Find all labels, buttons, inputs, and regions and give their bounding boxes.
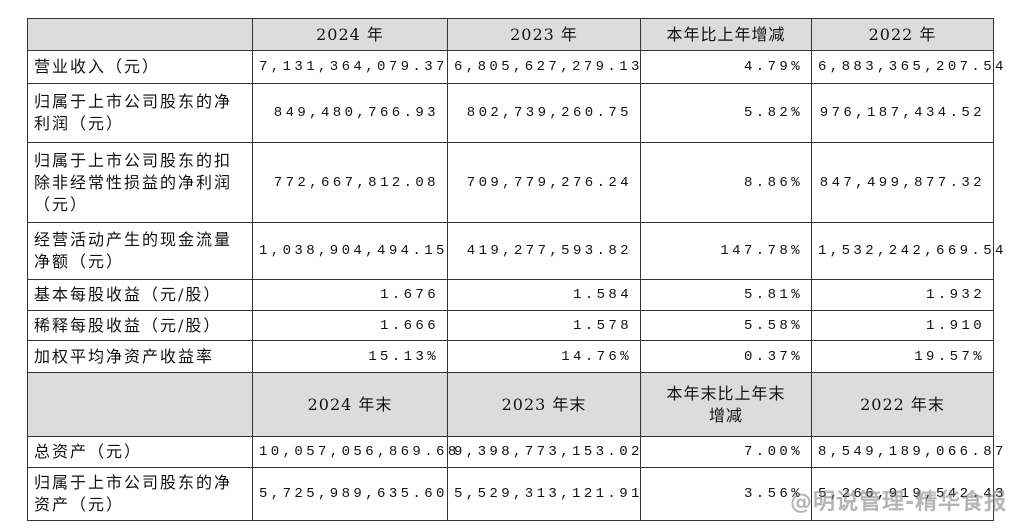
value-cell: 9,398,773,153.02 — [447, 436, 641, 468]
data-row: 归属于上市公司股东的扣除非经常性损益的净利润（元） 772,667,812.08 7… — [27, 142, 994, 223]
value-cell: 5.58% — [640, 310, 812, 341]
header-row: 2024 年末 2023 年末 本年末比上年末增减 2022 年末 — [27, 372, 994, 437]
data-row: 总资产（元） 10,057,056,869.68 9,398,773,153.02 7… — [27, 436, 1003, 468]
header-cell: 2023 年末 — [447, 372, 641, 437]
data-row: 归属于上市公司股东的净资产（元） 5,725,989,635.60 5,529,31… — [27, 467, 1003, 521]
value-cell: 6,805,627,279.13 — [447, 50, 641, 84]
value-cell: 8,549,189,066.87 — [811, 436, 1003, 468]
value-cell: 5,529,313,121.91 — [447, 467, 641, 521]
row-label: 归属于上市公司股东的扣除非经常性损益的净利润（元） — [27, 142, 253, 223]
header-cell: 2023 年 — [447, 18, 641, 51]
value-cell: 976,187,434.52 — [811, 83, 994, 143]
data-row: 稀释每股收益（元/股） 1.666 1.578 5.58% 1.910 — [27, 310, 994, 341]
row-label: 归属于上市公司股东的净资产（元） — [27, 467, 253, 521]
value-cell: 1.584 — [447, 279, 641, 311]
value-cell: 847,499,877.32 — [811, 142, 994, 223]
value-cell: 5.82% — [640, 83, 812, 143]
header-cell: 2022 年末 — [811, 372, 994, 437]
value-cell: 8.86% — [640, 142, 812, 223]
value-cell: 1.666 — [252, 310, 448, 341]
header-text: 2024 年末 — [307, 394, 393, 414]
header-text: 本年末比上年末增减 — [666, 383, 786, 425]
row-label: 营业收入（元） — [27, 50, 253, 84]
row-label: 总资产（元） — [27, 436, 253, 468]
value-cell: 1.932 — [811, 279, 994, 311]
value-cell: 849,480,766.93 — [252, 83, 448, 143]
value-cell: 772,667,812.08 — [252, 142, 448, 223]
value-cell: 419,277,593.82 — [447, 222, 641, 280]
watermark: @明说管理-精华食报 — [790, 490, 1008, 515]
value-cell: 6,883,365,207.54 — [811, 50, 1003, 84]
value-cell: 5,266,919,542.43 — [811, 467, 1003, 521]
header-blank — [27, 18, 253, 51]
value-cell: 15.13% — [252, 340, 448, 373]
row-label: 加权平均净资产收益率 — [27, 340, 253, 373]
header-text: 2023 年 — [510, 24, 578, 44]
header-cell: 本年末比上年末增减 — [640, 372, 812, 437]
header-text: 本年比上年增减 — [666, 24, 786, 44]
data-row: 经营活动产生的现金流量净额（元） 1,038,904,494.15 419,277,… — [27, 222, 1003, 280]
value-cell: 1.578 — [447, 310, 641, 341]
value-cell: 10,057,056,869.68 — [252, 436, 456, 468]
value-cell: 802,739,260.75 — [447, 83, 641, 143]
data-row: 加权平均净资产收益率 15.13% 14.76% 0.37% 19.57% — [27, 340, 994, 373]
header-text: 2022 年 — [868, 24, 937, 44]
value-cell: 1,038,904,494.15 — [252, 222, 448, 280]
value-cell: 0.37% — [640, 340, 812, 373]
value-cell: 147.78% — [640, 222, 812, 280]
header-cell: 本年比上年增减 — [640, 18, 812, 51]
table-body: 2024 年 2023 年 本年比上年增减 2022 年营业收入（元） 7,131,36… — [27, 18, 1003, 521]
header-cell: 2022 年 — [811, 18, 994, 51]
value-cell: 19.57% — [811, 340, 994, 373]
header-text: 2024 年 — [316, 24, 384, 44]
header-text: 2022 年末 — [860, 394, 945, 414]
value-cell: 1.910 — [811, 310, 994, 341]
row-label: 经营活动产生的现金流量净额（元） — [27, 222, 253, 280]
header-blank — [27, 372, 253, 437]
value-cell: 14.76% — [447, 340, 641, 373]
value-cell: 5.81% — [640, 279, 812, 311]
value-cell: 1.676 — [252, 279, 448, 311]
header-cell: 2024 年末 — [252, 372, 448, 437]
row-label: 归属于上市公司股东的净利润（元） — [27, 83, 253, 143]
row-label: 基本每股收益（元/股） — [27, 279, 253, 311]
value-cell: 3.56% — [640, 467, 812, 521]
header-cell: 2024 年 — [252, 18, 448, 51]
row-label: 稀释每股收益（元/股） — [27, 310, 253, 341]
value-cell: 7,131,364,079.37 — [252, 50, 448, 84]
header-row: 2024 年 2023 年 本年比上年增减 2022 年 — [27, 18, 994, 51]
data-row: 基本每股收益（元/股） 1.676 1.584 5.81% 1.932 — [27, 279, 994, 311]
value-cell: 709,779,276.24 — [447, 142, 641, 223]
header-text: 2023 年末 — [501, 394, 587, 414]
value-cell: 5,725,989,635.60 — [252, 467, 448, 521]
value-cell: 7.00% — [640, 436, 812, 468]
data-row: 归属于上市公司股东的净利润（元） 849,480,766.93 802,739,26… — [27, 83, 994, 143]
financial-table: 2024 年 2023 年 本年比上年增减 2022 年营业收入（元） 7,131,36… — [27, 18, 1003, 521]
value-cell: 1,532,242,669.54 — [811, 222, 1003, 280]
value-cell: 4.79% — [640, 50, 812, 84]
data-row: 营业收入（元） 7,131,364,079.37 6,805,627,279.13 4… — [27, 50, 1003, 84]
